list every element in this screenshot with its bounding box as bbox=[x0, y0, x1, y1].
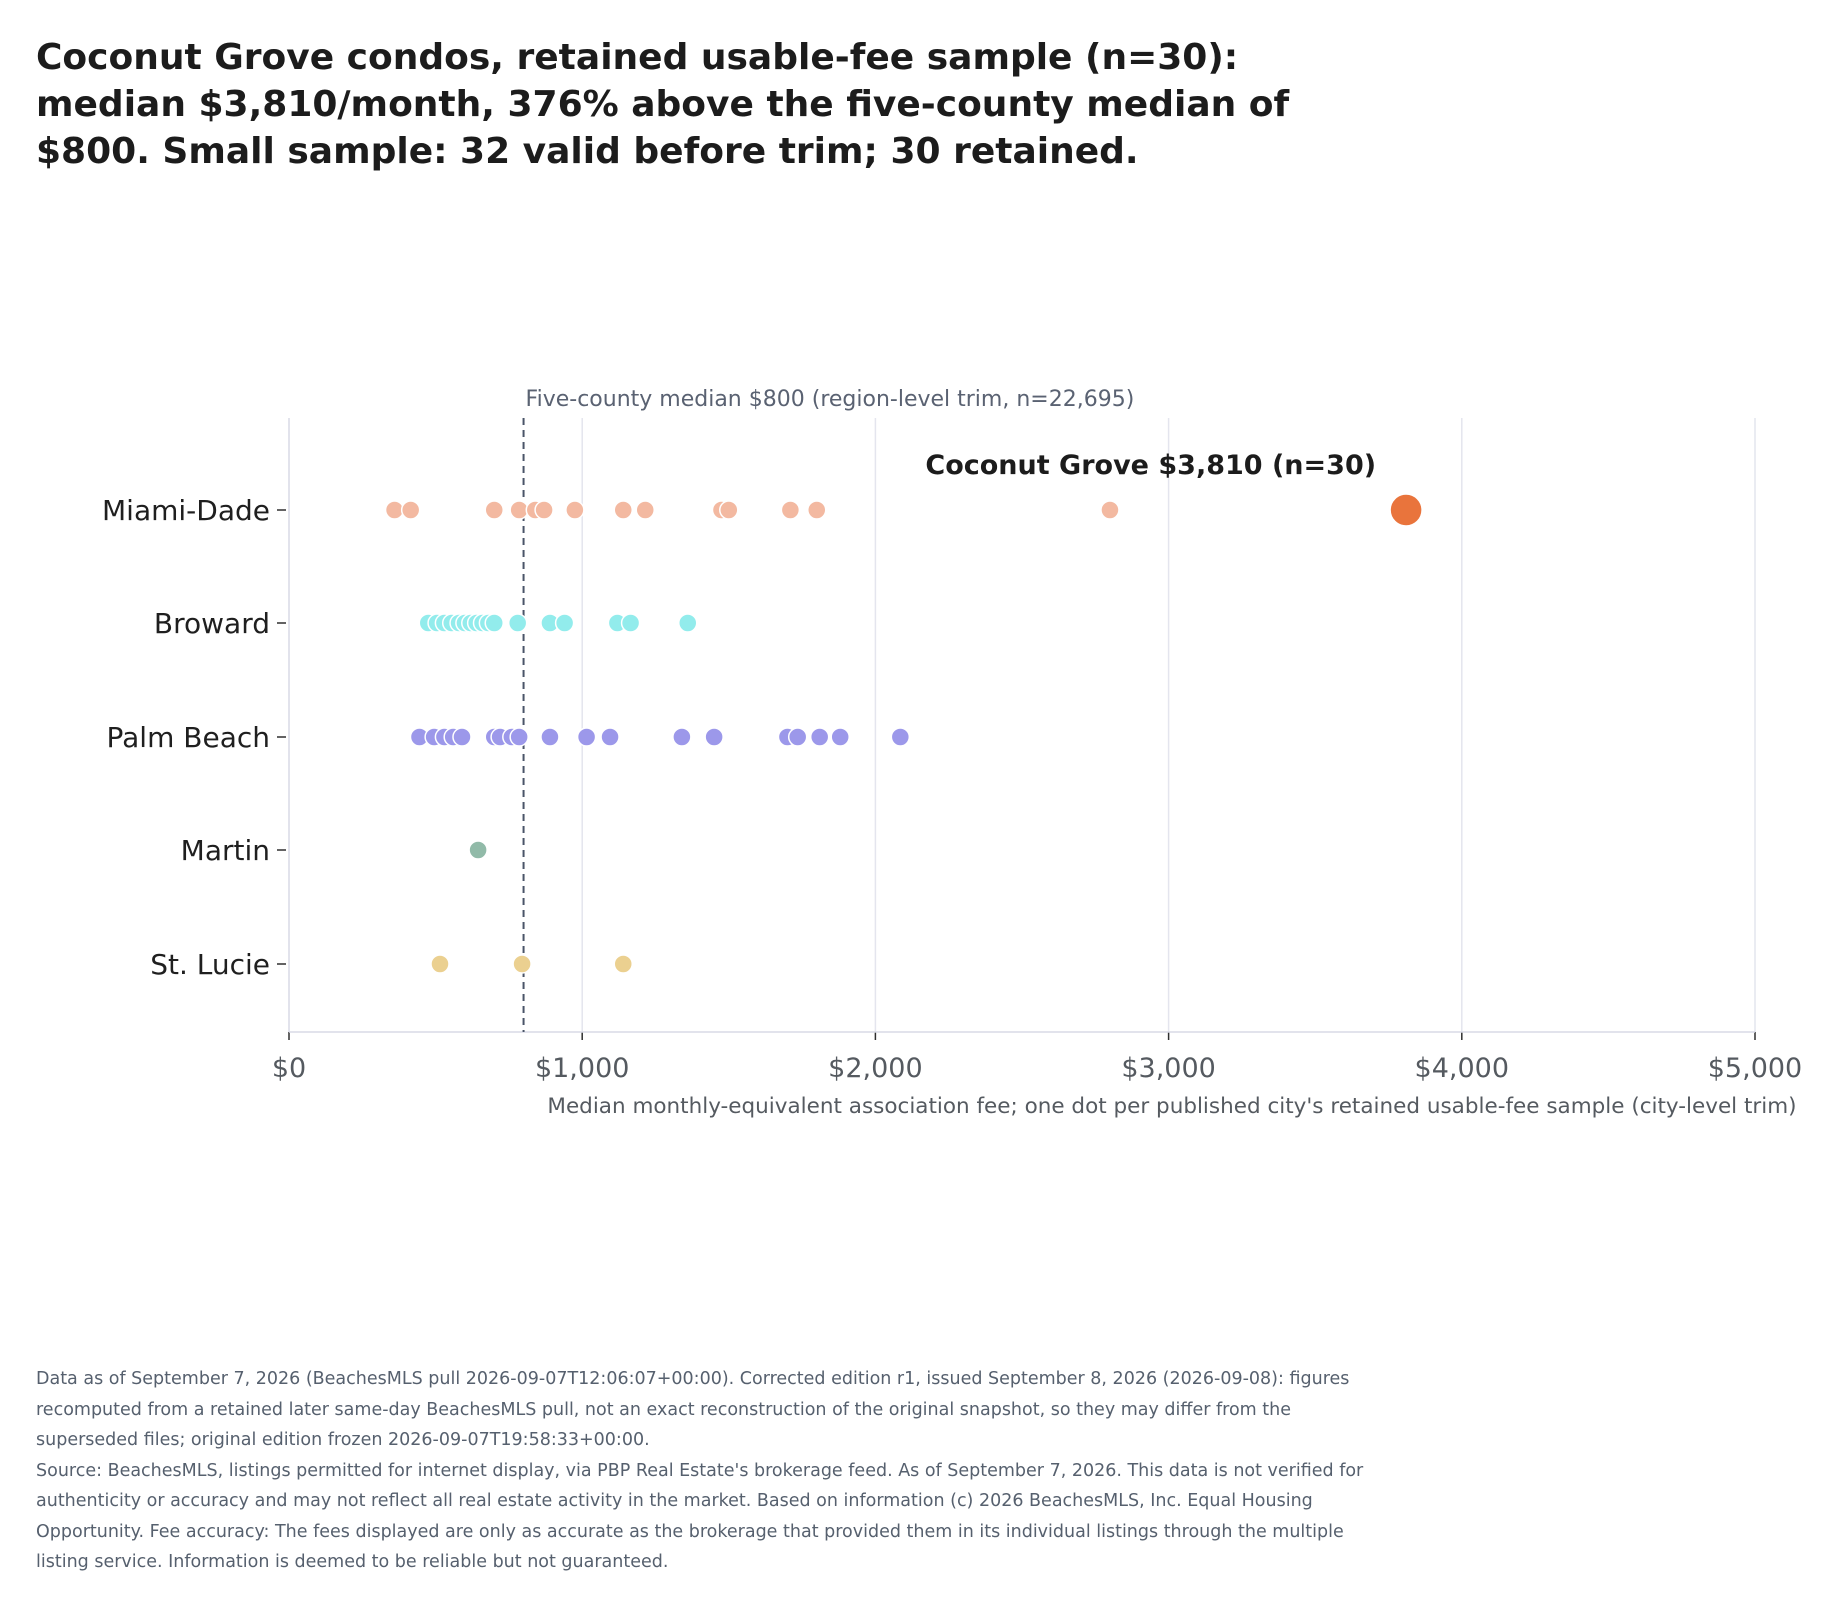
footnote-source-note: Source: BeachesMLS, listings permitted f… bbox=[36, 1460, 1364, 1573]
city-dot bbox=[890, 727, 911, 747]
category-label: Martin bbox=[181, 834, 270, 867]
city-dot bbox=[484, 613, 504, 633]
category-label: St. Lucie bbox=[150, 948, 270, 981]
dots bbox=[384, 493, 1423, 974]
x-tick-label: $1,000 bbox=[535, 1053, 629, 1084]
city-dot bbox=[507, 613, 528, 633]
city-dot bbox=[787, 727, 808, 747]
city-dot bbox=[509, 727, 529, 747]
city-dot bbox=[484, 500, 504, 520]
x-tick-label: $3,000 bbox=[1121, 1053, 1215, 1084]
chart-title: Coconut Grove condos, retained usable-fe… bbox=[36, 37, 1290, 172]
category-label: Miami-Dade bbox=[102, 494, 270, 527]
city-dot bbox=[400, 500, 421, 520]
city-dot bbox=[600, 727, 620, 747]
city-dot bbox=[704, 727, 724, 747]
category-label: Broward bbox=[154, 607, 270, 640]
city-dot bbox=[540, 727, 560, 747]
city-dot bbox=[678, 613, 698, 633]
x-tick-label: $4,000 bbox=[1415, 1053, 1509, 1084]
axes bbox=[277, 418, 1756, 1040]
city-dot bbox=[452, 727, 472, 747]
highlight-label: Coconut Grove $3,810 (n=30) bbox=[925, 450, 1376, 481]
city-dot bbox=[1100, 500, 1120, 520]
city-dot bbox=[384, 500, 405, 520]
x-axis-title: Median monthly-equivalent association fe… bbox=[547, 1094, 1796, 1119]
city-dot bbox=[468, 840, 488, 860]
city-dot bbox=[780, 500, 801, 520]
reference-line-label: Five-county median $800 (region-level tr… bbox=[526, 387, 1135, 412]
city-dot bbox=[565, 500, 585, 520]
city-dot bbox=[620, 613, 641, 633]
city-dot bbox=[576, 727, 597, 747]
city-dot bbox=[809, 727, 830, 747]
city-dot bbox=[613, 954, 633, 974]
x-tick-label: $0 bbox=[272, 1053, 306, 1084]
city-dot bbox=[613, 500, 633, 520]
footnote-data-note: Data as of September 7, 2026 (BeachesMLS… bbox=[36, 1369, 1350, 1450]
x-tick-label: $5,000 bbox=[1708, 1053, 1802, 1084]
city-dot bbox=[830, 727, 850, 747]
x-tick-label: $2,000 bbox=[828, 1053, 922, 1084]
city-dot bbox=[635, 500, 655, 520]
footnotes: Data as of September 7, 2026 (BeachesMLS… bbox=[36, 1364, 1396, 1578]
category-label: Palm Beach bbox=[107, 721, 270, 754]
city-dot bbox=[807, 500, 827, 520]
labels: $0 $1,000 $2,000 $3,000 $4,000 $5,000 Miami-Da… bbox=[102, 387, 1802, 1119]
city-dot bbox=[554, 613, 575, 633]
dot-plot-chart: $0 $1,000 $2,000 $3,000 $4,000 $5,000 Miami-Da… bbox=[102, 387, 1802, 1119]
city-dot bbox=[672, 727, 692, 747]
city-dot bbox=[512, 954, 532, 974]
city-dot bbox=[509, 500, 529, 520]
city-dot bbox=[430, 954, 450, 974]
gridlines bbox=[581, 418, 1756, 1032]
city-dot bbox=[719, 500, 739, 520]
highlight-dot bbox=[1389, 493, 1423, 527]
city-dot bbox=[534, 500, 554, 520]
